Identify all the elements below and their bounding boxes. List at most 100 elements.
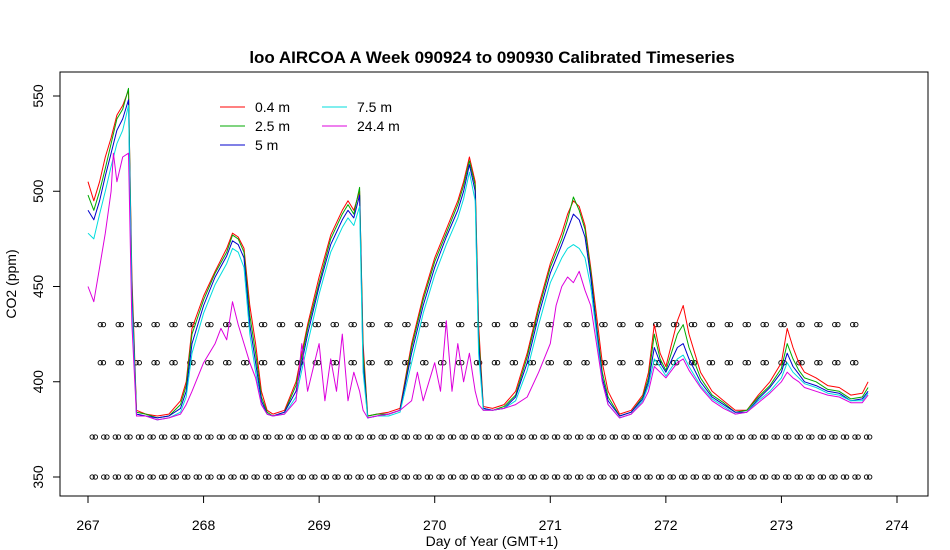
point-marker xyxy=(115,360,121,366)
point-marker xyxy=(135,474,142,480)
point-marker xyxy=(491,321,498,328)
point-marker xyxy=(251,434,257,440)
point-marker xyxy=(205,434,211,440)
point-marker xyxy=(309,474,315,480)
point-marker xyxy=(470,474,477,480)
point-marker xyxy=(404,434,411,440)
point-marker xyxy=(599,321,605,328)
point-marker xyxy=(574,474,581,480)
point-marker xyxy=(436,474,442,480)
point-marker xyxy=(494,321,501,328)
point-marker xyxy=(578,434,584,440)
point-marker xyxy=(612,434,619,440)
point-marker xyxy=(581,360,587,366)
point-marker xyxy=(832,321,838,328)
point-marker xyxy=(89,434,95,440)
point-marker xyxy=(262,321,268,328)
series-line-24-4-m xyxy=(87,152,869,421)
point-marker xyxy=(528,474,534,480)
point-marker xyxy=(817,321,823,328)
point-marker xyxy=(763,434,769,440)
point-marker xyxy=(136,321,142,328)
point-marker xyxy=(355,474,361,480)
point-marker xyxy=(763,360,769,366)
point-marker xyxy=(169,321,175,328)
point-marker xyxy=(172,321,178,328)
point-marker xyxy=(154,321,160,328)
point-marker xyxy=(402,321,408,328)
point-marker xyxy=(101,474,107,480)
point-marker xyxy=(796,360,802,366)
point-marker xyxy=(332,474,338,480)
point-marker xyxy=(727,321,734,328)
point-marker xyxy=(459,474,465,480)
point-marker xyxy=(620,321,626,328)
point-marker xyxy=(346,434,353,440)
point-marker xyxy=(494,360,501,366)
point-marker xyxy=(423,360,429,366)
point-marker xyxy=(300,474,307,480)
point-marker xyxy=(759,474,766,480)
point-marker xyxy=(644,434,650,440)
point-marker xyxy=(820,474,827,480)
point-marker xyxy=(601,474,607,480)
point-marker xyxy=(450,434,457,440)
point-marker xyxy=(378,434,384,440)
point-marker xyxy=(691,360,698,366)
point-marker xyxy=(346,474,353,480)
point-marker xyxy=(101,434,107,440)
point-marker xyxy=(632,434,639,440)
point-marker xyxy=(563,434,569,440)
point-marker xyxy=(728,434,734,440)
point-marker xyxy=(112,474,118,480)
point-marker xyxy=(796,321,802,328)
point-marker xyxy=(843,474,850,480)
point-marker xyxy=(181,474,188,480)
point-marker xyxy=(852,474,858,480)
point-marker xyxy=(351,360,357,366)
point-marker xyxy=(867,434,873,440)
point-marker xyxy=(809,474,815,480)
point-marker xyxy=(289,474,295,480)
point-marker xyxy=(455,321,462,328)
point-marker xyxy=(312,434,318,440)
point-marker xyxy=(543,474,549,480)
point-marker xyxy=(147,434,153,440)
point-marker xyxy=(840,474,847,480)
point-marker xyxy=(138,474,145,480)
point-marker xyxy=(297,434,303,440)
point-marker xyxy=(716,474,723,480)
point-marker xyxy=(100,321,107,328)
point-marker xyxy=(170,434,176,440)
point-marker xyxy=(223,321,229,328)
point-marker xyxy=(505,434,511,440)
series-line-2-5-m xyxy=(87,87,869,419)
point-marker xyxy=(745,321,752,328)
point-marker xyxy=(751,434,757,440)
point-marker xyxy=(370,434,376,440)
point-marker xyxy=(216,474,222,480)
point-marker xyxy=(228,474,234,480)
point-marker xyxy=(332,434,338,440)
point-marker xyxy=(384,321,390,328)
point-marker xyxy=(205,360,211,366)
point-marker xyxy=(358,434,364,440)
point-marker xyxy=(262,434,269,440)
point-marker xyxy=(436,434,442,440)
point-marker xyxy=(609,474,615,480)
point-marker xyxy=(393,474,399,480)
point-marker xyxy=(239,474,246,480)
point-marker xyxy=(555,474,561,480)
point-marker xyxy=(135,434,142,440)
point-marker xyxy=(315,321,322,328)
point-marker xyxy=(226,360,232,366)
point-marker xyxy=(632,474,639,480)
point-marker xyxy=(370,474,376,480)
point-marker xyxy=(381,474,387,480)
point-marker xyxy=(390,474,396,480)
point-marker xyxy=(602,360,608,366)
point-marker xyxy=(158,434,165,440)
point-marker xyxy=(205,474,211,480)
point-marker xyxy=(494,474,500,480)
